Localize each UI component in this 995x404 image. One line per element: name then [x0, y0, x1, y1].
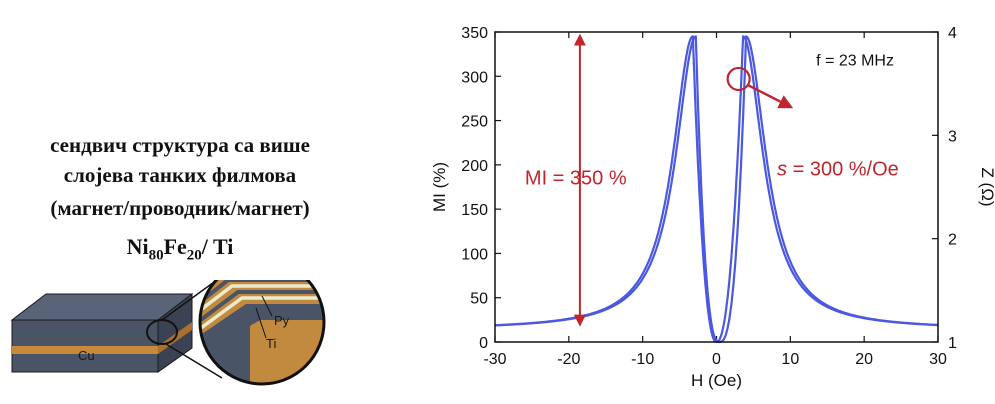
- x-tick-label: 10: [781, 351, 799, 368]
- zoom-line-bottom: [165, 343, 223, 379]
- x-tick-label: 0: [712, 351, 721, 368]
- sensitivity-arrow: [747, 83, 794, 109]
- right-tick-label: 2: [948, 232, 957, 249]
- y-tick-label: 350: [461, 25, 488, 42]
- x-tick-label: -20: [557, 351, 580, 368]
- material-formula: Ni80Fe20/ Ti: [0, 234, 360, 264]
- y-tick-label: 300: [461, 69, 488, 86]
- sensitivity-value: = 300 %/Oe: [787, 158, 899, 180]
- formula-fe-sub: 20: [186, 247, 202, 264]
- stripe-4: [200, 290, 324, 330]
- y-axis-label: MI (%): [430, 162, 449, 212]
- x-tick-label: -30: [483, 351, 506, 368]
- mi-annotation: MI = 350 %: [525, 167, 627, 189]
- caption-line-1: сендвич структура са више: [50, 133, 310, 157]
- mi-chart: -30 -20 -10 0 10 20 30 0 50 100 150 200 250 300 350 1…: [430, 25, 995, 390]
- right-axis-label: Z (Ω): [978, 167, 995, 206]
- x-tick-label: 20: [855, 351, 873, 368]
- cu-label: Cu: [78, 348, 95, 363]
- formula-ti: / Ti: [201, 234, 234, 259]
- thin-film-sandwich-diagram: Cu Py Ti: [10, 280, 326, 386]
- copper-layer: [12, 346, 158, 354]
- x-tick-label: 30: [929, 351, 947, 368]
- y-axis-ticks: 0 50 100 150 200 250 300 350: [461, 25, 501, 352]
- right-tick-label: 3: [948, 128, 957, 145]
- plot-frame: [494, 31, 939, 343]
- frequency-label: f = 23 MHz: [816, 53, 894, 70]
- zoom-line-top: [161, 280, 219, 321]
- right-tick-label: 1: [948, 335, 957, 352]
- zoom-magnified-circle: [198, 280, 326, 386]
- py-pointer: [261, 295, 273, 317]
- formula-fe: Fe: [163, 234, 187, 259]
- caption-line-3: (магнет/проводник/магнет): [50, 196, 310, 220]
- y-tick-label: 0: [479, 335, 488, 352]
- y-tick-label: 250: [461, 114, 488, 131]
- py-label: Py: [274, 313, 290, 328]
- y-tick-label: 50: [470, 291, 488, 308]
- y-tick-label: 200: [461, 158, 488, 175]
- y-tick-label: 100: [461, 246, 488, 263]
- x-axis-label: H (Oe): [691, 371, 742, 390]
- right-axis-ticks: 1 2 3 4: [932, 25, 957, 352]
- y-tick-label: 150: [461, 202, 488, 219]
- sensitivity-circle: [726, 66, 751, 92]
- x-axis-ticks: -30 -20 -10 0 10 20 30: [483, 32, 947, 368]
- right-tick-label: 4: [948, 25, 957, 42]
- caption-line-2: слојева танких филмова: [63, 163, 297, 187]
- stripe-3: [200, 284, 324, 320]
- sandwich-panel: сендвич структура са више слојева танких…: [0, 0, 380, 404]
- stripe-5: [200, 296, 324, 338]
- ti-pointer: [255, 307, 267, 339]
- formula-ni-sub: 80: [148, 247, 164, 264]
- formula-ni: Ni: [126, 234, 149, 259]
- ti-label: Ti: [266, 336, 276, 351]
- sensitivity-annotation: s = 300 %/Oe: [777, 158, 899, 180]
- sensitivity-symbol: s: [777, 158, 787, 180]
- mi-curve-return: [494, 35, 939, 344]
- x-tick-label: -10: [631, 351, 654, 368]
